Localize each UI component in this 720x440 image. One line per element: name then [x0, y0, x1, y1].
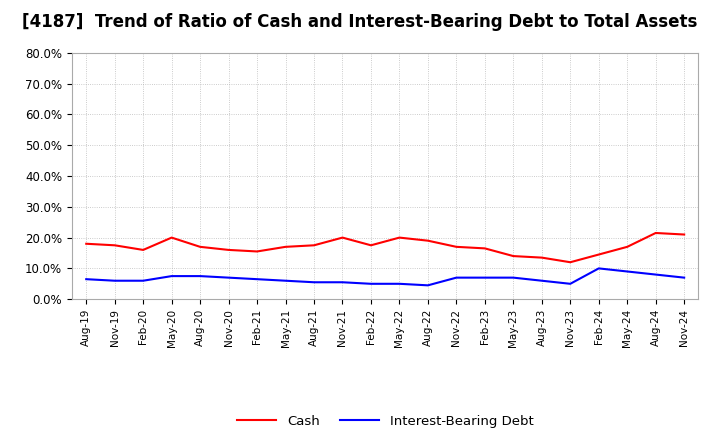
Interest-Bearing Debt — [652, 272, 660, 277]
Cash — [366, 243, 375, 248]
Cash — [110, 243, 119, 248]
Interest-Bearing Debt — [139, 278, 148, 283]
Legend: Cash, Interest-Bearing Debt: Cash, Interest-Bearing Debt — [232, 409, 539, 433]
Line: Interest-Bearing Debt: Interest-Bearing Debt — [86, 268, 684, 286]
Interest-Bearing Debt — [110, 278, 119, 283]
Interest-Bearing Debt — [82, 277, 91, 282]
Cash — [338, 235, 347, 240]
Interest-Bearing Debt — [537, 278, 546, 283]
Interest-Bearing Debt — [310, 280, 318, 285]
Interest-Bearing Debt — [196, 274, 204, 279]
Text: [4187]  Trend of Ratio of Cash and Interest-Bearing Debt to Total Assets: [4187] Trend of Ratio of Cash and Intere… — [22, 13, 698, 31]
Cash — [196, 244, 204, 249]
Cash — [395, 235, 404, 240]
Cash — [282, 244, 290, 249]
Interest-Bearing Debt — [225, 275, 233, 280]
Interest-Bearing Debt — [480, 275, 489, 280]
Cash — [652, 231, 660, 236]
Cash — [680, 232, 688, 237]
Interest-Bearing Debt — [366, 281, 375, 286]
Cash — [225, 247, 233, 253]
Interest-Bearing Debt — [595, 266, 603, 271]
Interest-Bearing Debt — [395, 281, 404, 286]
Interest-Bearing Debt — [566, 281, 575, 286]
Cash — [566, 260, 575, 265]
Interest-Bearing Debt — [452, 275, 461, 280]
Cash — [310, 243, 318, 248]
Cash — [595, 252, 603, 257]
Cash — [167, 235, 176, 240]
Cash — [509, 253, 518, 259]
Interest-Bearing Debt — [338, 280, 347, 285]
Interest-Bearing Debt — [282, 278, 290, 283]
Cash — [253, 249, 261, 254]
Interest-Bearing Debt — [423, 283, 432, 288]
Interest-Bearing Debt — [167, 274, 176, 279]
Cash — [423, 238, 432, 243]
Cash — [452, 244, 461, 249]
Cash — [623, 244, 631, 249]
Cash — [82, 241, 91, 246]
Interest-Bearing Debt — [509, 275, 518, 280]
Cash — [537, 255, 546, 260]
Interest-Bearing Debt — [253, 277, 261, 282]
Cash — [480, 246, 489, 251]
Interest-Bearing Debt — [623, 269, 631, 274]
Line: Cash: Cash — [86, 233, 684, 262]
Interest-Bearing Debt — [680, 275, 688, 280]
Cash — [139, 247, 148, 253]
